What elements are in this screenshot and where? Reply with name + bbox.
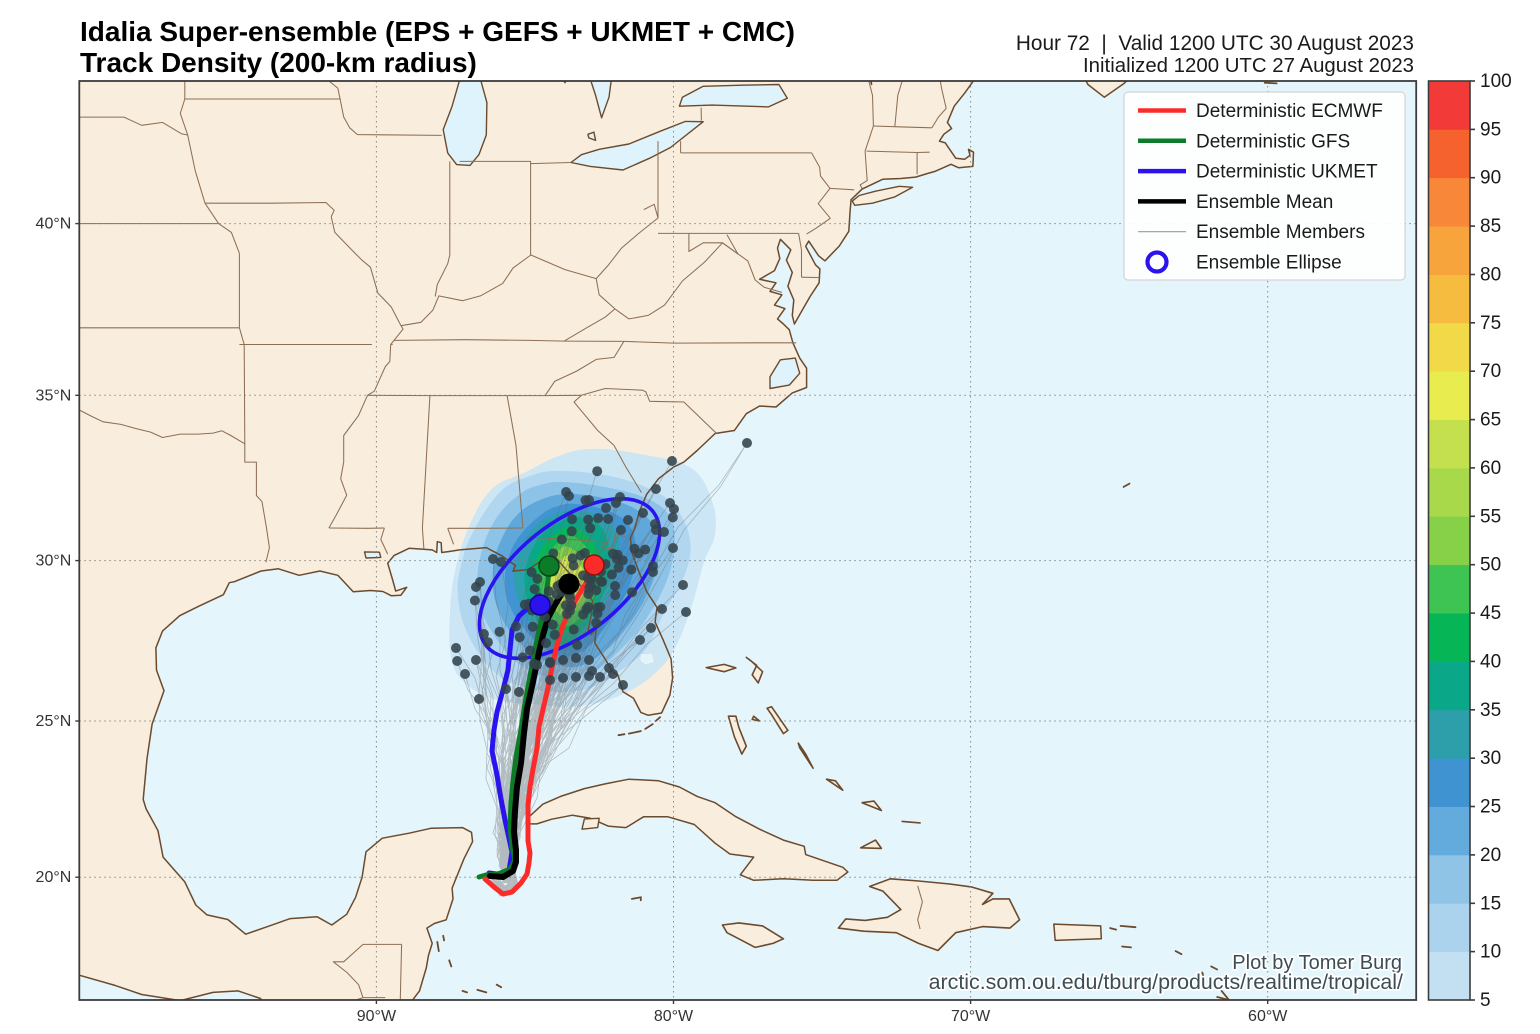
svg-text:arctic.som.ou.edu/tburg/produc: arctic.som.ou.edu/tburg/products/realtim…	[929, 970, 1403, 994]
svg-text:75: 75	[1480, 313, 1501, 334]
svg-text:90°W: 90°W	[357, 1008, 397, 1025]
svg-text:Idalia Super-ensemble (EPS + G: Idalia Super-ensemble (EPS + GEFS + UKME…	[80, 16, 795, 47]
svg-text:Plot by Tomer Burg: Plot by Tomer Burg	[1232, 952, 1402, 974]
svg-text:20°N: 20°N	[36, 869, 72, 886]
svg-text:40: 40	[1480, 651, 1501, 672]
svg-text:Deterministic UKMET: Deterministic UKMET	[1196, 162, 1378, 183]
svg-text:25: 25	[1480, 797, 1501, 818]
svg-text:Initialized 1200 UTC 27 August: Initialized 1200 UTC 27 August 2023	[1083, 55, 1414, 77]
svg-text:90: 90	[1480, 168, 1501, 189]
svg-text:20: 20	[1480, 845, 1501, 866]
svg-text:45: 45	[1480, 603, 1501, 624]
svg-text:55: 55	[1480, 506, 1501, 527]
svg-text:80°W: 80°W	[654, 1008, 694, 1025]
svg-text:Track Density (200-km radius): Track Density (200-km radius)	[80, 47, 477, 78]
svg-text:Ensemble Members: Ensemble Members	[1196, 222, 1365, 243]
svg-text:40°N: 40°N	[36, 216, 72, 233]
svg-text:70°W: 70°W	[951, 1008, 991, 1025]
svg-text:Hour 72 | Valid 1200 UTC 30: Hour 72 | Valid 1200 UTC 30 August 2023	[1016, 32, 1414, 55]
svg-text:30: 30	[1480, 748, 1501, 769]
svg-text:Deterministic GFS: Deterministic GFS	[1196, 131, 1350, 152]
svg-text:50: 50	[1480, 555, 1501, 576]
svg-text:Ensemble Mean: Ensemble Mean	[1196, 192, 1333, 213]
svg-text:100: 100	[1480, 71, 1512, 92]
svg-text:5: 5	[1480, 990, 1491, 1011]
svg-text:60°W: 60°W	[1248, 1008, 1288, 1025]
svg-text:10: 10	[1480, 942, 1501, 963]
svg-text:35°N: 35°N	[36, 387, 72, 404]
svg-text:95: 95	[1480, 119, 1501, 140]
svg-text:15: 15	[1480, 893, 1501, 914]
svg-text:35: 35	[1480, 700, 1501, 721]
svg-text:Deterministic ECMWF: Deterministic ECMWF	[1196, 101, 1383, 122]
svg-text:70: 70	[1480, 361, 1501, 382]
svg-text:80: 80	[1480, 265, 1501, 286]
svg-text:65: 65	[1480, 410, 1501, 431]
svg-text:30°N: 30°N	[36, 553, 72, 570]
svg-text:Ensemble Ellipse: Ensemble Ellipse	[1196, 253, 1342, 274]
svg-text:25°N: 25°N	[36, 713, 72, 730]
svg-text:60: 60	[1480, 458, 1501, 479]
svg-text:85: 85	[1480, 216, 1501, 237]
